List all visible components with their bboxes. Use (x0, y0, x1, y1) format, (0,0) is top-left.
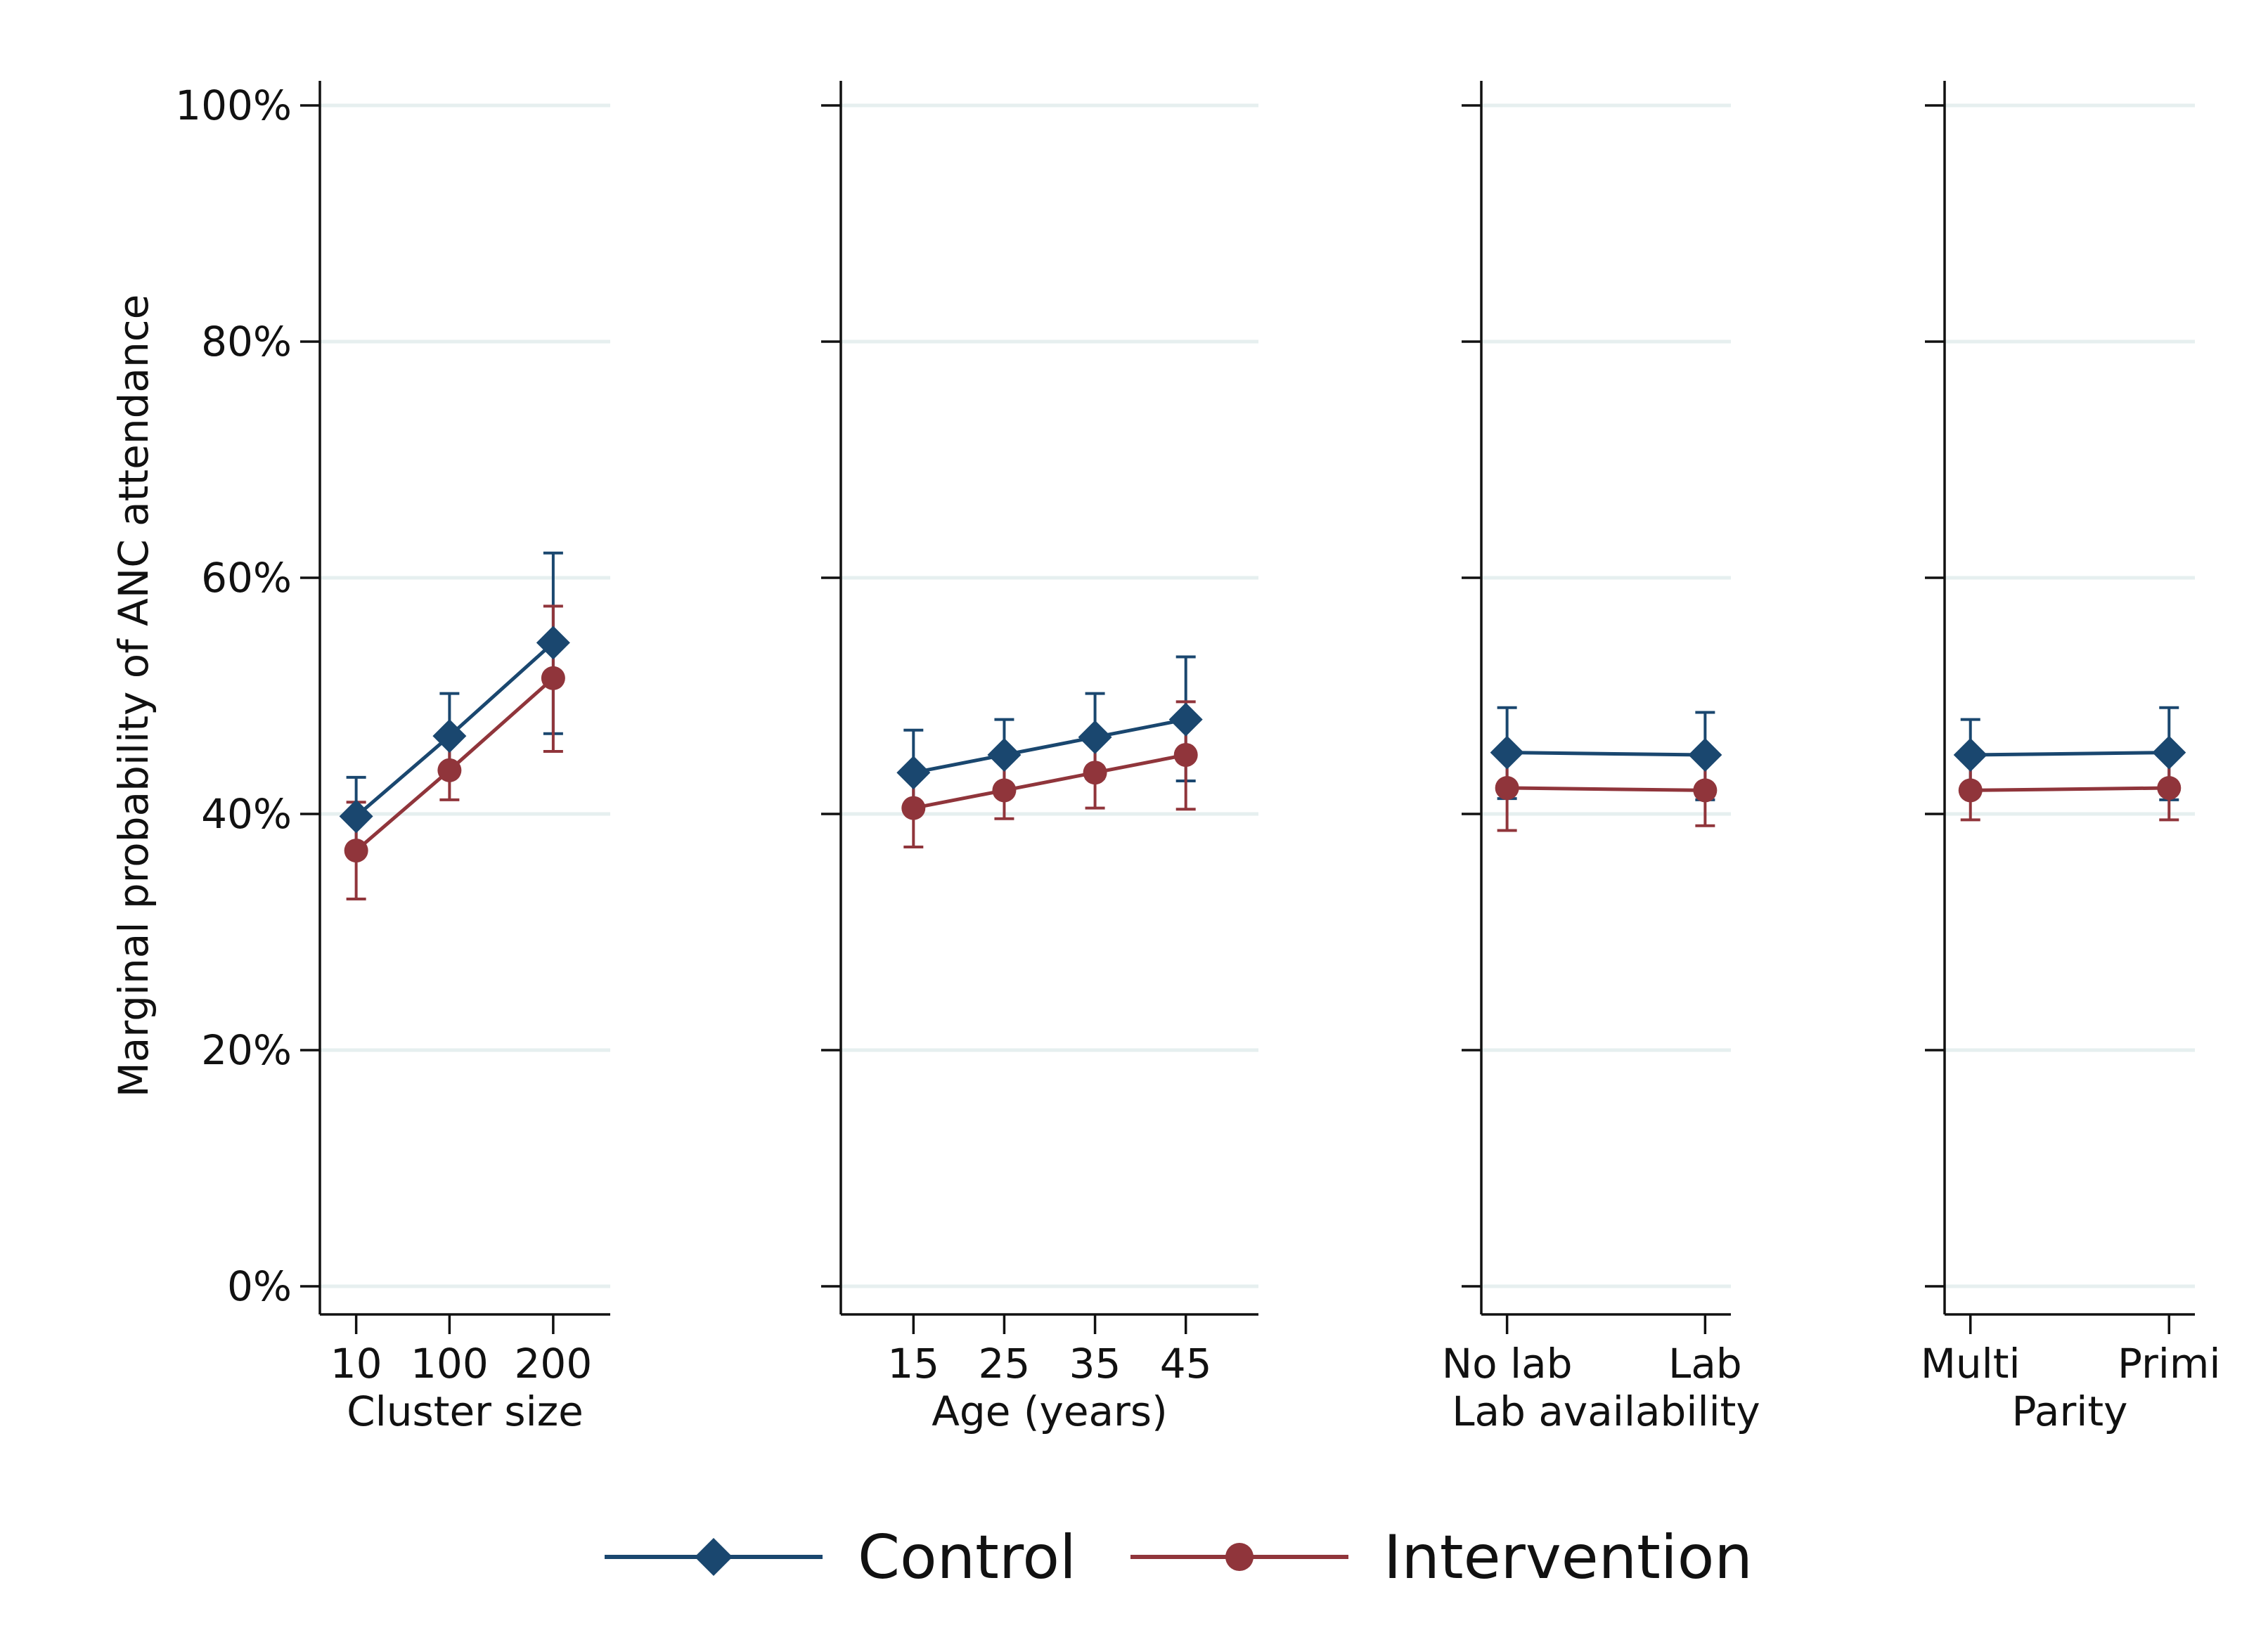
point-control-1 (432, 719, 467, 754)
y-tick-label-2: 40% (201, 790, 292, 838)
x-tick-label-1: Lab (1668, 1340, 1742, 1388)
point-intervention-2 (1083, 761, 1107, 785)
point-intervention-0 (344, 839, 368, 863)
x-tick-label-3: 45 (1160, 1340, 1212, 1388)
series-line (1507, 786, 1706, 792)
point-intervention-1 (992, 778, 1017, 803)
point-control-0 (1953, 738, 1987, 772)
x-tick-label-1: Primi (2118, 1340, 2221, 1388)
x-tick-label-2: 35 (1069, 1340, 1121, 1388)
legend-item-intervention: Intervention (1130, 1522, 1753, 1593)
x-tick-label-0: Multi (1921, 1340, 2021, 1388)
x-axis-title: Age (years) (932, 1388, 1167, 1435)
point-control-1 (2152, 735, 2186, 770)
legend-label: Control (858, 1522, 1076, 1593)
legend-circle-marker (1225, 1543, 1254, 1571)
y-axis-title: Marginal probability of ANC attendance (110, 295, 157, 1098)
series-line (913, 753, 1187, 810)
point-control-0 (339, 799, 373, 834)
y-tick-label-3: 60% (201, 554, 292, 602)
series-line (913, 718, 1187, 775)
point-control-1 (987, 738, 1022, 772)
point-control-0 (1490, 735, 1524, 770)
x-axis-title: Cluster size (347, 1388, 584, 1435)
point-control-3 (1168, 702, 1203, 737)
legend-item-control: Control (605, 1522, 1076, 1593)
legend: Control Intervention (605, 1522, 1753, 1593)
x-tick-label-2: 200 (515, 1340, 593, 1388)
point-control-2 (1078, 720, 1112, 754)
point-intervention-1 (1693, 778, 1718, 803)
x-axis-title: Lab availability (1452, 1388, 1760, 1435)
x-tick-label-0: No lab (1442, 1340, 1573, 1388)
point-intervention-1 (437, 758, 462, 782)
legend-label: Intervention (1384, 1522, 1753, 1593)
point-control-1 (1688, 738, 1722, 772)
x-tick-label-0: 10 (330, 1340, 382, 1388)
legend-diamond-marker (695, 1538, 733, 1576)
point-intervention-0 (901, 796, 926, 820)
y-tick-label-0: 0% (227, 1262, 292, 1310)
y-tick-label-5: 100% (175, 82, 292, 129)
x-tick-label-1: 25 (979, 1340, 1031, 1388)
point-control-0 (896, 756, 931, 790)
series-line (1970, 751, 2170, 757)
point-intervention-2 (541, 666, 565, 690)
point-intervention-0 (1958, 778, 1983, 803)
series-line (1970, 786, 2170, 792)
point-intervention-0 (1495, 776, 1519, 801)
y-tick-label-1: 20% (201, 1026, 292, 1074)
series-line (1507, 751, 1706, 757)
x-tick-label-1: 100 (411, 1340, 489, 1388)
x-tick-label-0: 15 (887, 1340, 939, 1388)
point-intervention-3 (1173, 743, 1198, 767)
y-axis-title-group: Marginal probability of ANC attendance (110, 295, 157, 1098)
x-axis-title: Parity (2012, 1388, 2128, 1435)
y-tick-label-4: 80% (201, 318, 292, 366)
point-intervention-1 (2157, 776, 2182, 801)
point-control-2 (536, 626, 570, 660)
